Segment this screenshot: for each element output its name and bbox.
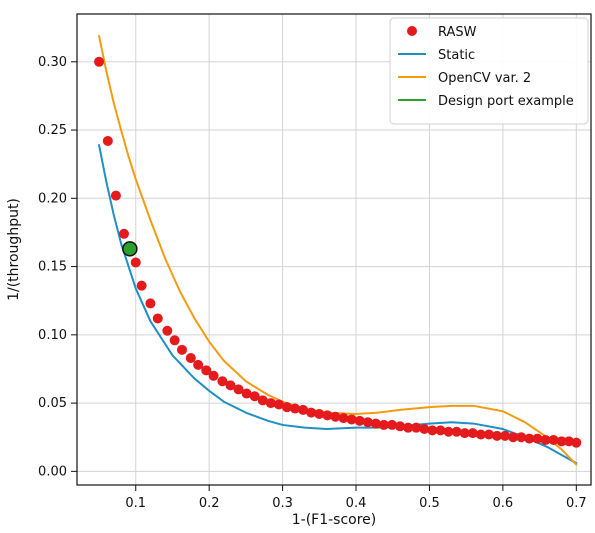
y-tick-label: 0.15 <box>38 260 67 275</box>
y-tick-label: 0.25 <box>38 123 67 138</box>
rasw-point <box>306 407 317 418</box>
rasw-point <box>516 432 527 443</box>
rasw-point <box>467 428 478 439</box>
legend-layer: RASW Static OpenCV var. 2 Design port examp… <box>389 17 589 125</box>
rasw-point <box>110 190 121 201</box>
rasw-point <box>217 376 228 387</box>
x-tick-label: 0.5 <box>419 496 440 511</box>
rasw-point <box>193 359 204 370</box>
rasw-point <box>571 437 582 448</box>
rasw-point <box>145 298 156 309</box>
point-layer <box>94 56 582 448</box>
rasw-point <box>346 414 357 425</box>
rasw-point <box>314 409 325 420</box>
rasw-point <box>387 419 398 430</box>
rasw-point <box>273 399 284 410</box>
rasw-point <box>508 432 519 443</box>
rasw-point <box>265 398 276 409</box>
y-tick-label: 0.20 <box>38 191 67 206</box>
plot-frame <box>76 13 592 486</box>
rasw-point <box>177 344 188 355</box>
x-tick-label: 0.7 <box>566 496 587 511</box>
legend-label-design-port-example: Design port example <box>438 94 574 109</box>
legend-label-static: Static <box>438 48 475 63</box>
x-tick-label: 0.3 <box>272 496 293 511</box>
rasw-point <box>162 325 173 336</box>
rasw-point <box>475 429 486 440</box>
line-layer <box>98 34 578 466</box>
rasw-point <box>225 380 236 391</box>
rasw-point <box>102 135 113 146</box>
rasw-point <box>378 419 389 430</box>
rasw-point <box>354 415 365 426</box>
legend-box <box>389 17 589 125</box>
rasw-point <box>185 353 196 364</box>
rasw-point <box>500 430 511 441</box>
y-tick-label: 0.30 <box>38 55 67 70</box>
rasw-point <box>94 56 105 67</box>
x-tick-label: 0.2 <box>199 496 220 511</box>
rasw-point <box>322 410 333 421</box>
rasw-point <box>241 388 252 399</box>
x-tick-label: 0.4 <box>346 496 367 511</box>
rasw-point <box>532 433 543 444</box>
rasw-point <box>548 434 559 445</box>
rasw-point <box>290 403 301 414</box>
rasw-point <box>257 395 268 406</box>
rasw-point <box>233 384 244 395</box>
rasw-point <box>249 391 260 402</box>
design-port-example-point <box>122 241 138 257</box>
legend-label-opencv-var-2: OpenCV var. 2 <box>438 71 531 86</box>
rasw-point <box>403 422 414 433</box>
rasw-point <box>370 418 381 429</box>
x-axis-label: 1-(F1-score) <box>292 512 377 528</box>
rasw-point <box>169 335 180 346</box>
legend-marker-rasw <box>407 26 417 36</box>
rasw-point <box>130 257 141 268</box>
rasw-point <box>282 402 293 413</box>
opencv-var-2-line <box>98 34 578 466</box>
y-tick-label: 0.10 <box>38 328 67 343</box>
rasw-point <box>459 428 470 439</box>
rasw-point <box>492 430 503 441</box>
axis-layer: 0.1 0.2 0.3 0.4 0.5 0.6 0.7 0.00 0.05 0.10 0.15 0.2… <box>6 13 592 528</box>
static-line <box>98 144 578 465</box>
rasw-point <box>556 436 567 447</box>
x-tick-label: 0.1 <box>125 496 146 511</box>
rasw-point <box>298 404 309 415</box>
rasw-point <box>208 370 219 381</box>
y-tick-label: 0.05 <box>38 396 67 411</box>
rasw-point <box>483 429 494 440</box>
legend-label-rasw: RASW <box>438 25 477 40</box>
y-axis-label: 1/(throughput) <box>6 198 22 301</box>
rasw-point <box>201 365 212 376</box>
y-tick-label: 0.00 <box>38 464 67 479</box>
rasw-point <box>540 434 551 445</box>
rasw-point <box>362 417 373 428</box>
rasw-point <box>395 421 406 432</box>
rasw-point <box>338 413 349 424</box>
rasw-point <box>419 424 430 435</box>
x-tick-label: 0.6 <box>493 496 514 511</box>
rasw-point <box>136 280 147 291</box>
rasw-point <box>451 426 462 437</box>
rasw-point <box>330 411 341 422</box>
rasw-point <box>427 425 438 436</box>
rasw-point <box>152 313 163 324</box>
rasw-point <box>118 228 129 239</box>
rasw-point <box>443 426 454 437</box>
rasw-point <box>411 422 422 433</box>
rasw-point <box>435 425 446 436</box>
rasw-point <box>524 433 535 444</box>
